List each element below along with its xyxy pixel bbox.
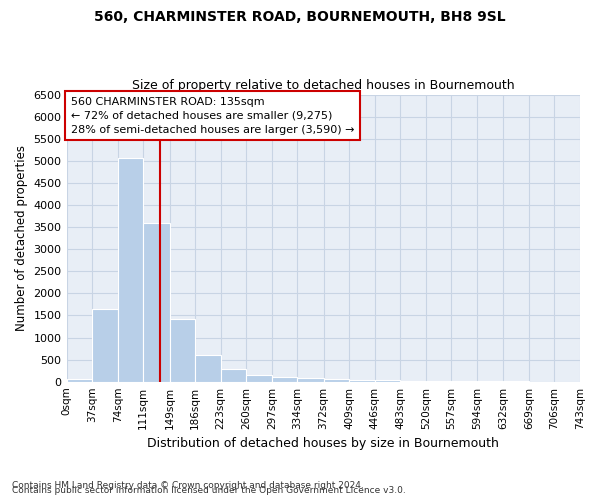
Bar [272, 378, 298, 382]
Bar [323, 380, 349, 382]
Title: Size of property relative to detached houses in Bournemouth: Size of property relative to detached ho… [132, 79, 515, 92]
Bar [195, 354, 221, 382]
Bar [375, 380, 400, 382]
Text: Contains HM Land Registry data © Crown copyright and database right 2024.: Contains HM Land Registry data © Crown c… [12, 481, 364, 490]
Text: Contains public sector information licensed under the Open Government Licence v3: Contains public sector information licen… [12, 486, 406, 495]
Bar [246, 376, 272, 382]
Bar [92, 309, 118, 382]
Bar [67, 379, 92, 382]
Bar [426, 381, 451, 382]
Y-axis label: Number of detached properties: Number of detached properties [15, 145, 28, 331]
Bar [298, 378, 323, 382]
Bar [221, 369, 246, 382]
Bar [143, 223, 170, 382]
Text: 560 CHARMINSTER ROAD: 135sqm
← 72% of detached houses are smaller (9,275)
28% of: 560 CHARMINSTER ROAD: 135sqm ← 72% of de… [71, 97, 354, 135]
X-axis label: Distribution of detached houses by size in Bournemouth: Distribution of detached houses by size … [148, 437, 499, 450]
Bar [118, 158, 143, 382]
Bar [349, 380, 375, 382]
Bar [400, 381, 426, 382]
Bar [170, 320, 195, 382]
Text: 560, CHARMINSTER ROAD, BOURNEMOUTH, BH8 9SL: 560, CHARMINSTER ROAD, BOURNEMOUTH, BH8 … [94, 10, 506, 24]
